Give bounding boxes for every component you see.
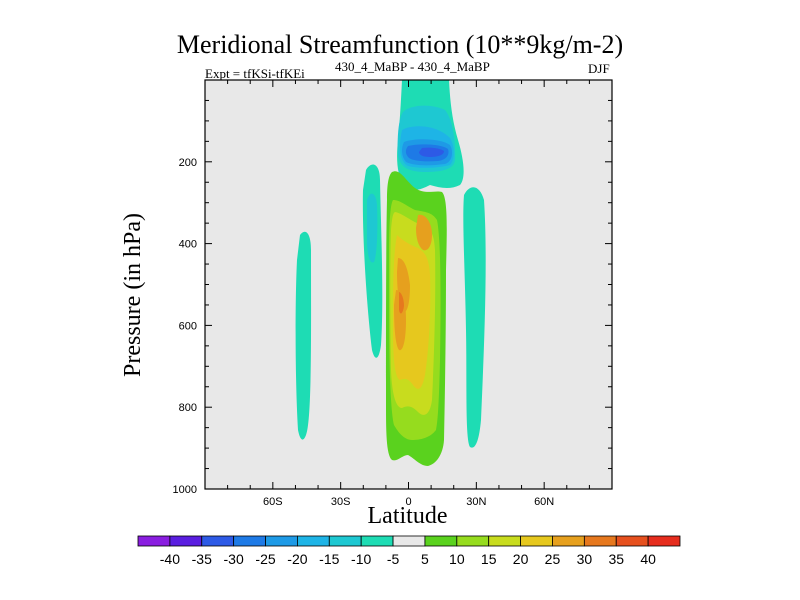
colorbar-label: 20 [513, 551, 529, 567]
x-tick-label: 30S [331, 496, 351, 508]
colorbar-swatch [328, 535, 362, 547]
run-label: 430_4_MaBP - 430_4_MaBP [335, 59, 490, 74]
colorbar-swatch [647, 535, 681, 547]
colorbar-swatch [392, 535, 426, 547]
colorbar-label: 5 [421, 551, 429, 567]
colorbar-label: 40 [640, 551, 656, 567]
x-tick-label: 60N [534, 496, 554, 508]
contour-sh-negative-band [295, 231, 312, 440]
colorbar-swatch [297, 535, 330, 547]
colorbar-label: -25 [255, 551, 275, 567]
contour-fills [295, 80, 486, 466]
colorbar-swatch [488, 535, 521, 547]
colorbar-label: -5 [387, 551, 400, 567]
axis-ticks [204, 79, 613, 490]
colorbar-swatch [520, 535, 553, 547]
colorbar-swatch [552, 535, 585, 547]
axis-tick-labels: 60S 30S 0 30N 60N 200 400 600 800 1000 [173, 157, 555, 508]
colorbar-swatch [265, 535, 298, 547]
y-tick-label: 400 [179, 239, 197, 251]
colorbar-swatch [137, 535, 171, 547]
colorbar-label: 30 [577, 551, 593, 567]
colorbar-label: -35 [192, 551, 212, 567]
experiment-label: Expt = tfKSi-tfKEi [205, 66, 305, 81]
colorbar-swatch [583, 535, 617, 547]
colorbar: -40 -35 -30 -25 -20 -15 -10 -5 5 10 15 20 25 30 35 40 [137, 535, 681, 567]
x-axis-label: Latitude [367, 503, 448, 529]
colorbar-label: 25 [545, 551, 561, 567]
contour-nh-negative-band [463, 187, 486, 448]
y-tick-label: 600 [179, 320, 197, 332]
colorbar-label: 15 [481, 551, 497, 567]
season-label: DJF [588, 61, 610, 76]
x-tick-label: 0 [405, 496, 411, 508]
colorbar-swatch [233, 535, 266, 547]
y-tick-label: 200 [179, 157, 197, 169]
contour-pos-30 [399, 292, 404, 314]
contour-pos-25a [416, 214, 432, 251]
colorbar-label: -20 [287, 551, 307, 567]
colorbar-label: -10 [351, 551, 371, 567]
x-tick-label: 30N [466, 496, 486, 508]
colorbar-label: -40 [160, 551, 180, 567]
y-tick-label: 1000 [173, 484, 197, 496]
colorbar-swatch [424, 535, 458, 547]
colorbar-label: 10 [449, 551, 465, 567]
colorbar-swatch [615, 535, 649, 547]
colorbar-label: 35 [608, 551, 624, 567]
colorbar-swatch [456, 535, 490, 547]
colorbar-label: -30 [224, 551, 244, 567]
contour-upper-neg-30 [419, 147, 444, 157]
contour-sh-subtropical-core [367, 193, 378, 263]
colorbar-swatch [360, 535, 394, 547]
chart-title: Meridional Streamfunction (10**9kg/m-2) [176, 30, 624, 59]
colorbar-label: -15 [319, 551, 339, 567]
x-tick-label: 60S [263, 496, 283, 508]
y-tick-label: 800 [179, 402, 197, 414]
colorbar-swatch [201, 535, 235, 547]
colorbar-swatch [169, 535, 203, 547]
